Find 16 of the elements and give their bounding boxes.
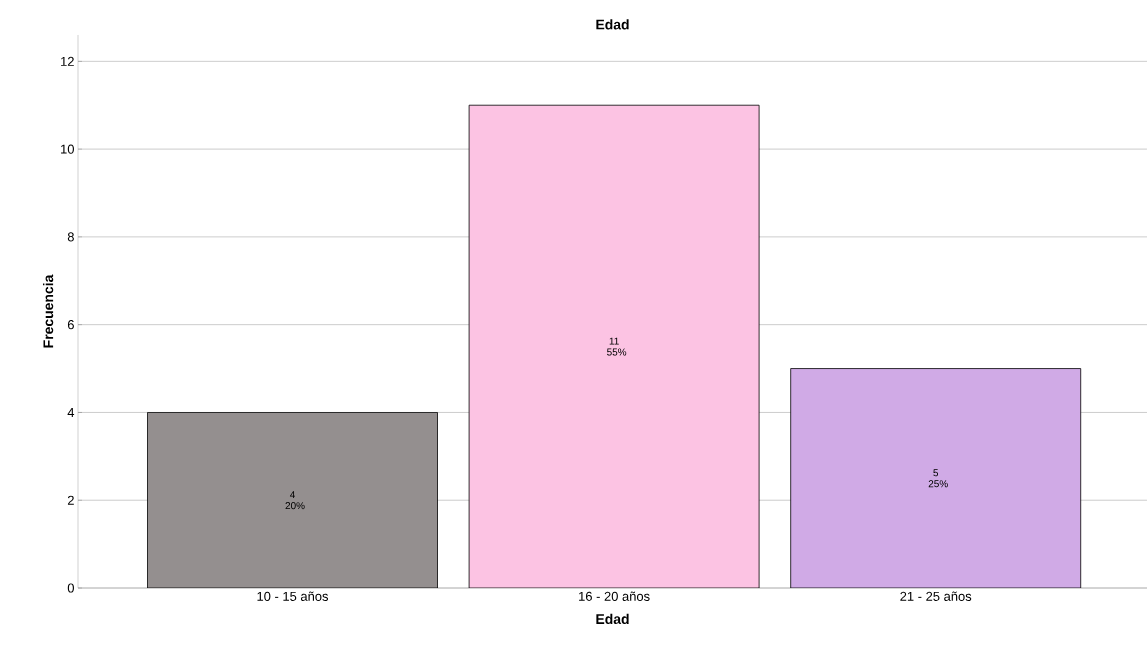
y-tick-label: 4 (67, 407, 75, 417)
y-tick-label: 12 (61, 56, 74, 66)
y-tick-label: 6 (67, 320, 74, 330)
data-label: 11 55% (607, 337, 627, 356)
y-tick-label: 0 (67, 583, 74, 593)
y-tick-label: 10 (61, 144, 74, 154)
y-tick-label: 2 (67, 495, 74, 505)
x-tick-label: 16 - 20 años (579, 591, 650, 601)
x-axis-title: Edad (596, 613, 629, 625)
y-tick-label: 8 (67, 232, 74, 242)
x-tick-label: 10 - 15 años (257, 591, 329, 601)
y-axis-title: Frecuencia (42, 274, 54, 348)
data-label: 4 20% (285, 491, 305, 510)
chart-title: Edad (596, 19, 629, 30)
x-tick-label: 21 - 25 años (900, 591, 972, 601)
data-label: 5 25% (928, 469, 948, 488)
